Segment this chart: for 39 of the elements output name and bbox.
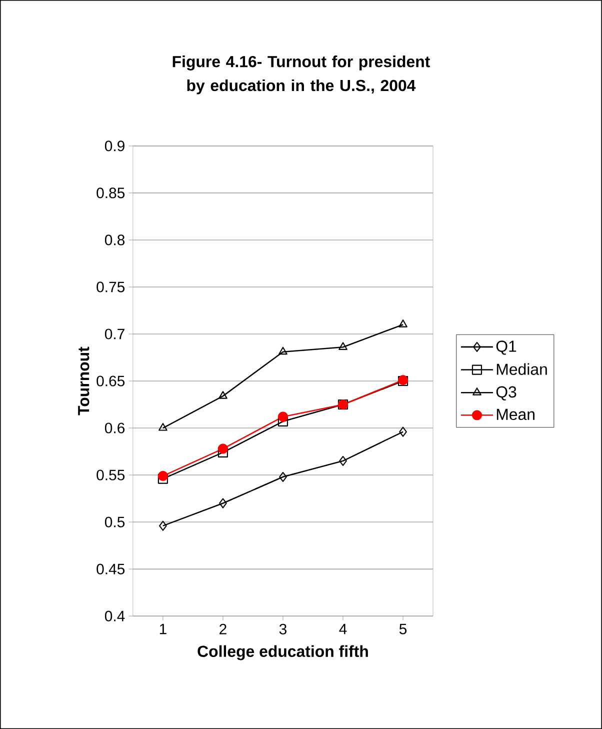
y-tick-label: 0.55 xyxy=(96,470,125,480)
y-tick-label: 0.5 xyxy=(104,516,125,528)
y-tick-label: 0.7 xyxy=(104,328,124,340)
y-tick-label: 0.6 xyxy=(104,422,125,434)
legend-label: Q1 xyxy=(496,340,516,355)
point xyxy=(158,470,168,482)
y-tick-label: 0.45 xyxy=(96,564,125,574)
y-tick-label: 0.8 xyxy=(104,234,125,246)
x-tick-label: 3 xyxy=(279,624,286,634)
x-tick-label: 2 xyxy=(220,624,226,634)
point xyxy=(158,474,168,484)
x-tick-label: 4 xyxy=(339,624,347,634)
y-tick-label: 0.4 xyxy=(104,610,125,622)
y-axis-title: Tournout xyxy=(78,346,90,416)
x-tick-label: 1 xyxy=(160,624,166,634)
y-tick-label: 0.75 xyxy=(96,282,125,292)
point xyxy=(218,390,228,399)
legend-label: Median xyxy=(496,363,547,375)
legend-label: Mean xyxy=(496,408,534,420)
y-tick-label: 0.85 xyxy=(96,188,125,198)
chart-title: Figure 4.16- Turnout for president by education in the U.S., 2004 xyxy=(172,56,430,94)
point xyxy=(398,320,408,328)
point xyxy=(278,346,288,355)
point xyxy=(218,444,228,454)
y-tick-label: 0.9 xyxy=(104,140,124,152)
point xyxy=(278,412,288,422)
point xyxy=(338,342,348,350)
x-axis-title: College education fifth xyxy=(198,645,368,660)
point xyxy=(339,456,347,466)
legend-label: Q3 xyxy=(496,386,516,400)
point xyxy=(158,422,168,431)
point xyxy=(219,498,227,508)
point xyxy=(279,472,287,482)
y-tick-label: 0.65 xyxy=(96,376,125,386)
x-tick-label: 5 xyxy=(399,624,407,634)
point xyxy=(278,416,288,426)
point xyxy=(159,520,167,531)
point xyxy=(218,447,228,458)
point xyxy=(399,426,407,437)
